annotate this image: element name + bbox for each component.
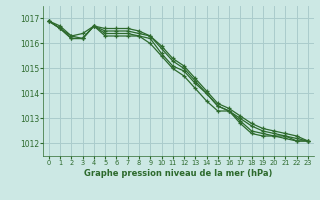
X-axis label: Graphe pression niveau de la mer (hPa): Graphe pression niveau de la mer (hPa) (84, 169, 273, 178)
